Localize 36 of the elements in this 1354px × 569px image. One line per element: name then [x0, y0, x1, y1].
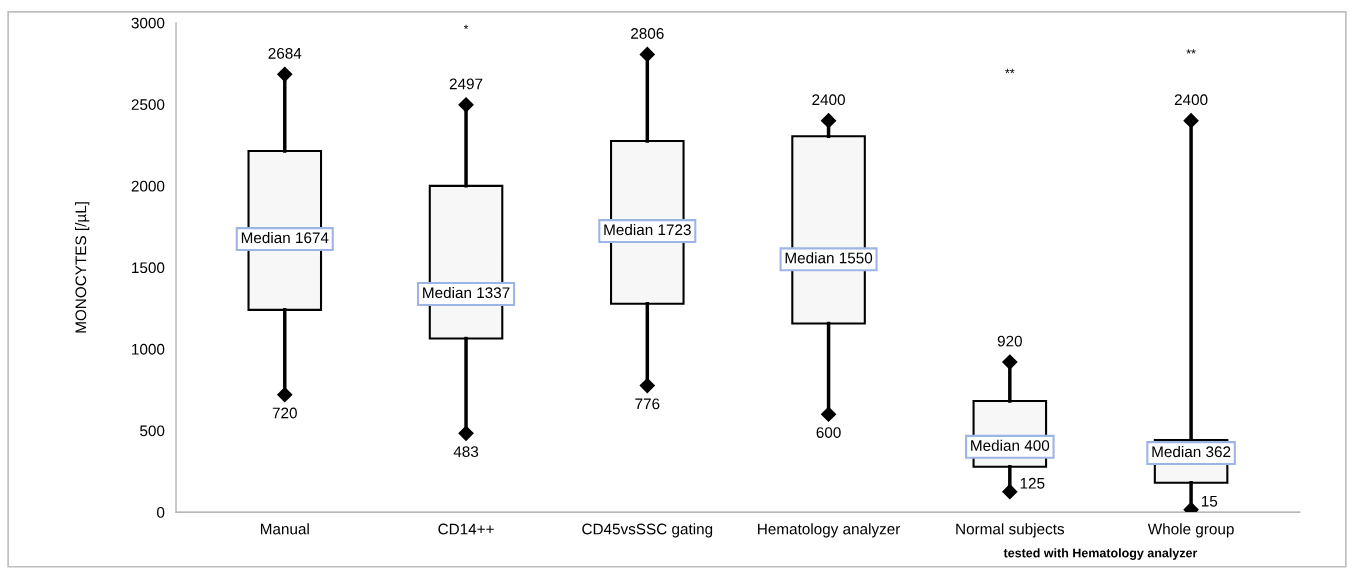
- x-tick-label: Normal subjects: [956, 523, 1065, 538]
- y-tick-label: 0: [157, 506, 165, 518]
- annotation: Median 1723: [604, 223, 691, 236]
- y-tick-label: 2500: [131, 99, 165, 110]
- annotation: **: [1186, 49, 1196, 54]
- annotation: 2400: [1174, 94, 1208, 106]
- annotation: 720: [272, 407, 297, 419]
- annotation: Median 362: [1152, 445, 1231, 458]
- text: tested with Hematology analyzer: [1003, 548, 1198, 560]
- x-tick-label: Whole group: [1147, 523, 1234, 538]
- x-tick-label: Manual: [260, 523, 309, 535]
- annotation: 920: [997, 335, 1022, 347]
- x-tick-label: Hematology analyzer: [758, 523, 901, 538]
- annotation: **: [1005, 68, 1015, 74]
- annotation: Median 400: [971, 439, 1050, 451]
- annotation: 483: [453, 446, 479, 458]
- y-tick-label: 1000: [132, 343, 165, 355]
- y-axis-title: MONOCYTES [/µL]: [75, 202, 90, 333]
- annotation: 2806: [631, 28, 664, 39]
- annotation: Median 1337: [423, 286, 510, 299]
- annotation: 125: [1020, 477, 1045, 489]
- annotation: *: [463, 24, 469, 30]
- y-tick-label: 3000: [131, 17, 165, 29]
- annotation: 600: [816, 427, 841, 438]
- y-tick-label: 500: [140, 425, 165, 437]
- y-tick-label: 2000: [131, 180, 165, 192]
- annotation: 2684: [268, 47, 302, 59]
- annotation: Median 1674: [241, 231, 329, 244]
- y-tick-label: 1500: [132, 262, 165, 274]
- annotation: 776: [635, 398, 660, 410]
- x-tick-label: CD45vsSSC gating: [582, 523, 713, 538]
- annotation: Median 1550: [785, 252, 873, 264]
- x-tick-label: CD14++: [438, 523, 494, 535]
- annotation: 2497: [449, 78, 483, 90]
- annotation: 2400: [812, 94, 845, 106]
- annotation: 15: [1201, 495, 1218, 507]
